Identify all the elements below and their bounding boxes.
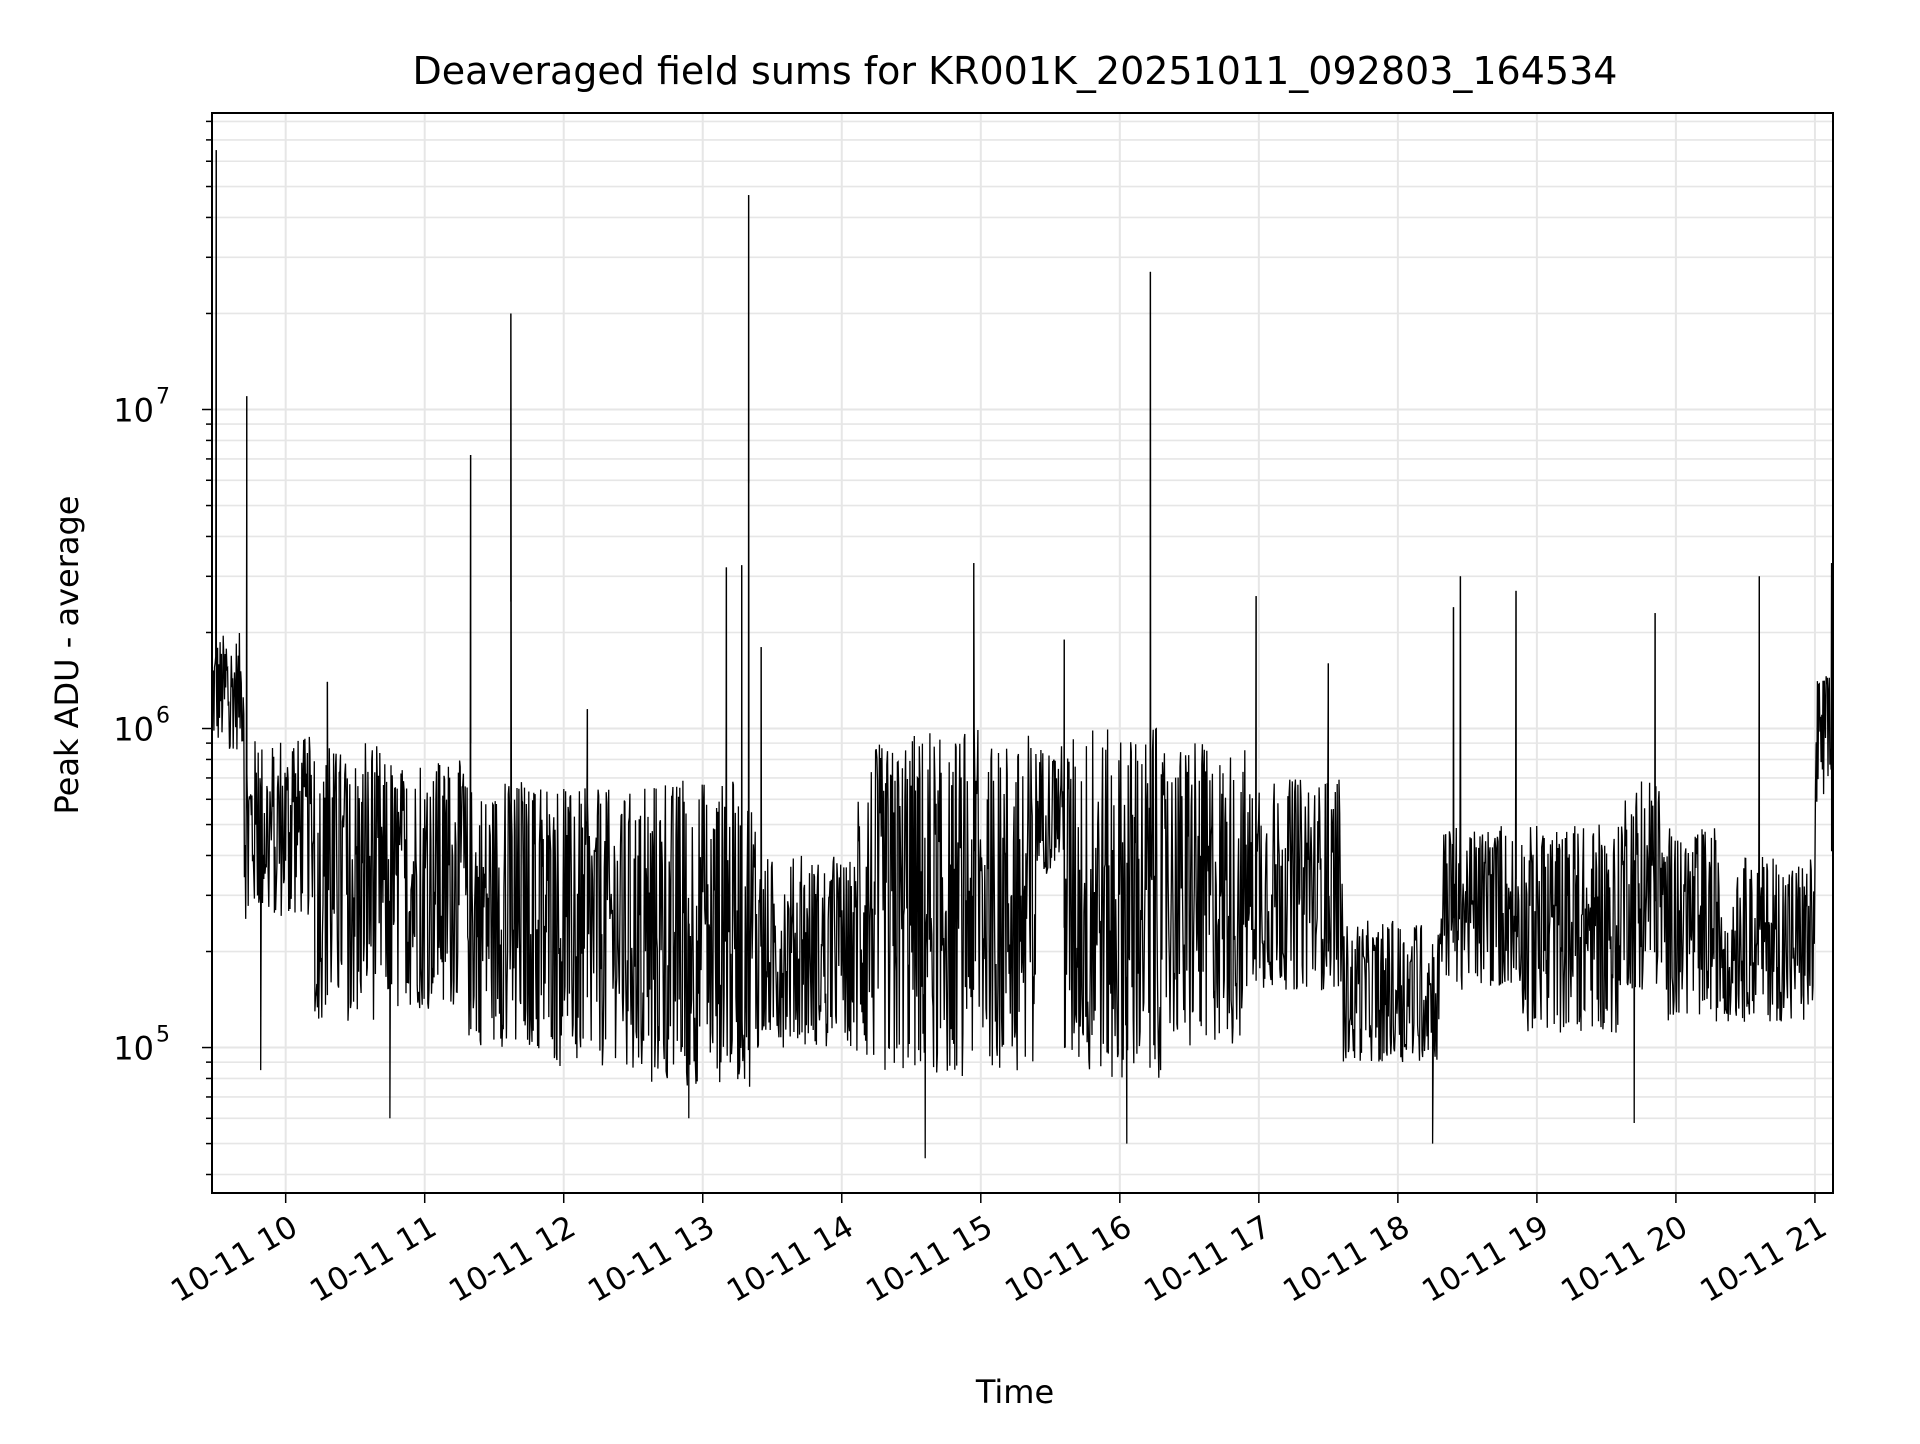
- series-line: [212, 150, 1833, 1159]
- y-tick-label: 10: [113, 1030, 154, 1068]
- y-tick-label-exponent: 6: [156, 704, 170, 729]
- y-tick-label: 10: [113, 392, 154, 430]
- plot-frame: [211, 112, 1834, 1194]
- y-tick-label: 10: [113, 711, 154, 749]
- x-axis-label: Time: [975, 1373, 1054, 1411]
- series-layer: [212, 150, 1833, 1159]
- y-axis-label: Peak ADU - average: [48, 496, 86, 815]
- y-tick-label-exponent: 7: [156, 385, 170, 410]
- chart-title: Deaveraged field sums for KR001K_2025101…: [413, 49, 1618, 93]
- y-tick-label-exponent: 5: [156, 1023, 170, 1048]
